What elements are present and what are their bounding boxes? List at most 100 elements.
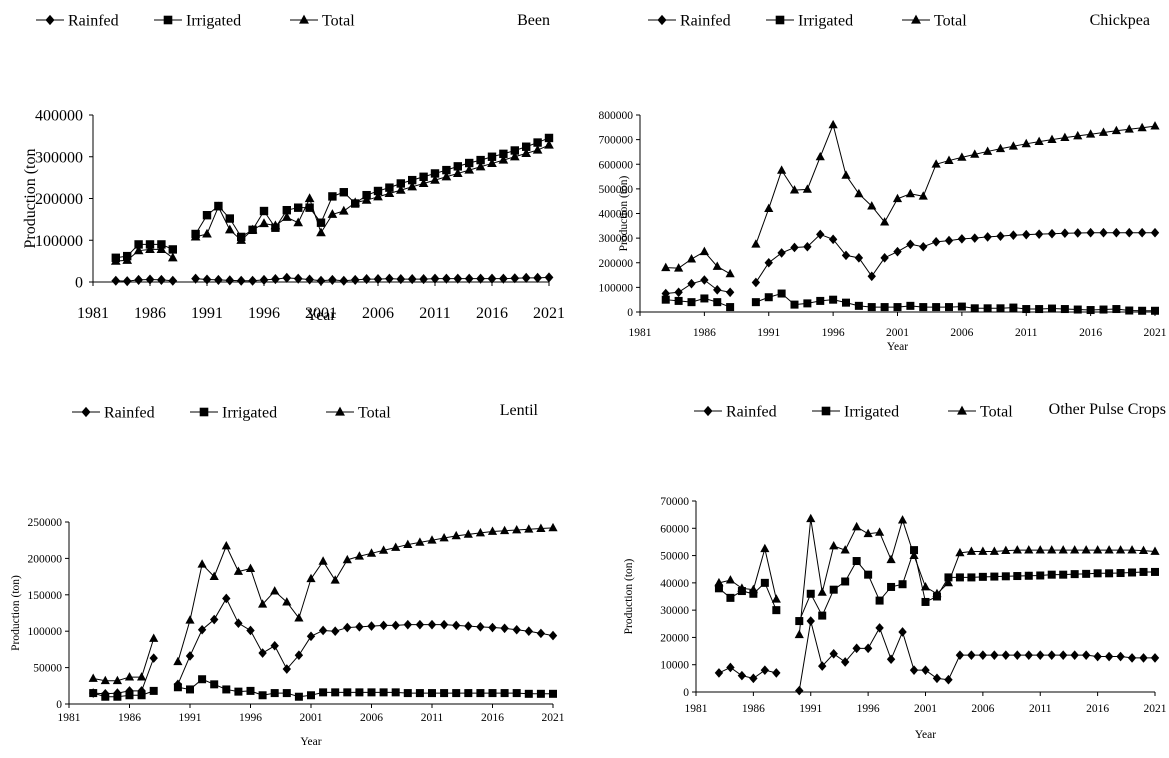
y-tick-label: 150000 bbox=[28, 590, 63, 602]
data-point bbox=[943, 577, 954, 587]
y-tick-label: 100000 bbox=[35, 233, 83, 250]
data-point bbox=[316, 218, 326, 227]
data-point bbox=[725, 268, 735, 278]
y-tick-label: 500000 bbox=[599, 184, 634, 196]
data-point bbox=[350, 197, 361, 207]
data-point bbox=[687, 298, 696, 307]
data-point bbox=[854, 253, 864, 263]
x-axis-label: Year bbox=[915, 729, 936, 741]
data-point bbox=[1047, 650, 1056, 660]
data-point bbox=[294, 613, 304, 622]
chart-title: Other Pulse Crops bbox=[1049, 401, 1166, 418]
data-point bbox=[880, 253, 889, 263]
data-point bbox=[536, 689, 545, 698]
y-tick-label: 800000 bbox=[599, 110, 634, 122]
data-point bbox=[852, 557, 861, 566]
data-point bbox=[983, 232, 992, 242]
data-point bbox=[841, 250, 851, 261]
data-point bbox=[1098, 127, 1109, 136]
series-total bbox=[714, 513, 1160, 639]
series-line bbox=[93, 638, 155, 682]
data-point bbox=[259, 274, 269, 285]
data-point bbox=[101, 692, 110, 701]
data-point bbox=[293, 273, 303, 284]
data-point bbox=[852, 643, 861, 654]
data-point bbox=[202, 274, 212, 285]
legend-label: Irrigated bbox=[222, 405, 277, 422]
data-point bbox=[966, 546, 976, 555]
x-tick-label: 1981 bbox=[58, 712, 81, 724]
legend-label: Rainfed bbox=[68, 13, 119, 30]
x-axis-label: Year bbox=[306, 307, 336, 324]
data-point bbox=[328, 192, 337, 201]
chart-title: Been bbox=[517, 12, 550, 29]
data-point bbox=[210, 680, 219, 689]
data-point bbox=[137, 686, 146, 696]
data-point bbox=[500, 689, 509, 698]
data-point bbox=[932, 303, 941, 312]
data-point bbox=[476, 689, 485, 698]
data-point bbox=[330, 575, 340, 584]
data-point bbox=[764, 293, 773, 302]
y-tick-label: 200000 bbox=[599, 258, 634, 270]
x-tick-label: 1991 bbox=[191, 305, 223, 322]
data-point bbox=[674, 287, 683, 298]
data-point bbox=[316, 227, 326, 237]
data-point bbox=[1022, 229, 1031, 240]
data-point bbox=[1116, 651, 1125, 662]
data-point bbox=[453, 162, 462, 171]
series-irrigated bbox=[89, 675, 557, 701]
data-point bbox=[419, 274, 429, 285]
data-point bbox=[1034, 229, 1044, 239]
line-chart: 0 10000 20000 30000 40000 50000 60000 70000 1981… bbox=[623, 401, 1167, 741]
series-total bbox=[88, 522, 558, 685]
x-tick-label: 2006 bbox=[971, 703, 994, 715]
data-point bbox=[331, 626, 340, 636]
data-point bbox=[1035, 545, 1045, 554]
x-tick-label: 2011 bbox=[1029, 703, 1052, 715]
data-point bbox=[415, 689, 424, 698]
data-point bbox=[498, 154, 509, 164]
data-point bbox=[225, 275, 235, 286]
data-point bbox=[331, 688, 340, 697]
data-point bbox=[944, 155, 954, 164]
data-point bbox=[403, 689, 412, 698]
data-point bbox=[124, 672, 135, 681]
data-point bbox=[1047, 228, 1057, 239]
series-irrigated bbox=[661, 289, 1159, 315]
data-point bbox=[524, 689, 533, 698]
data-point bbox=[864, 570, 873, 579]
data-point bbox=[415, 619, 425, 630]
data-point bbox=[806, 513, 816, 523]
data-point bbox=[760, 665, 770, 675]
data-point bbox=[1073, 305, 1082, 314]
x-tick-label: 1986 bbox=[134, 305, 166, 322]
data-point bbox=[1081, 650, 1091, 660]
data-point bbox=[452, 620, 461, 631]
data-point bbox=[700, 294, 709, 303]
data-point bbox=[1001, 572, 1010, 581]
data-point bbox=[197, 624, 207, 635]
data-point bbox=[1081, 545, 1091, 554]
y-axis-label: Production (ton bbox=[22, 149, 39, 249]
data-point bbox=[536, 628, 546, 639]
data-point bbox=[464, 621, 473, 631]
data-point bbox=[281, 212, 292, 221]
data-point bbox=[661, 262, 671, 272]
data-point bbox=[944, 235, 954, 246]
data-point bbox=[465, 158, 474, 168]
data-point bbox=[789, 185, 800, 194]
data-point bbox=[403, 619, 412, 630]
y-tick-label: 100000 bbox=[599, 282, 634, 294]
x-tick-label: 2016 bbox=[481, 712, 504, 724]
data-point bbox=[1151, 306, 1159, 315]
y-tick-label: 100000 bbox=[28, 626, 63, 638]
data-point bbox=[475, 161, 486, 171]
data-point bbox=[967, 650, 976, 660]
data-point bbox=[1139, 653, 1148, 663]
legend-triangle-marker bbox=[957, 405, 967, 415]
data-point bbox=[355, 688, 364, 697]
data-point bbox=[932, 588, 942, 598]
data-point bbox=[828, 234, 838, 245]
legend-triangle-marker bbox=[911, 14, 921, 24]
